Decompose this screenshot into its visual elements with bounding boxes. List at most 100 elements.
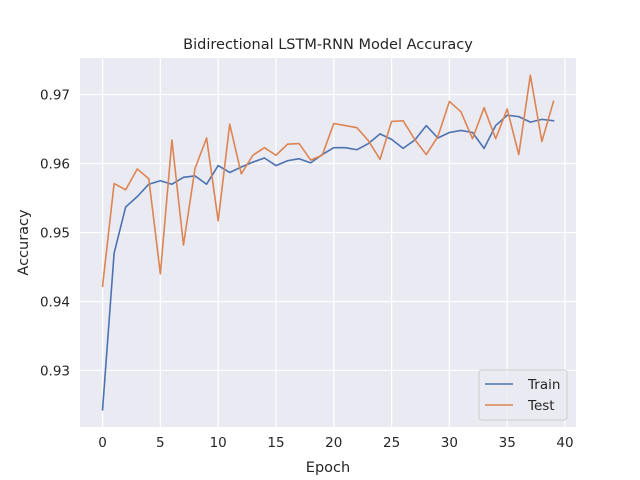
data-point-test [286, 143, 289, 145]
data-point-train [113, 252, 115, 254]
data-point-train [529, 121, 531, 123]
data-point-test [159, 273, 161, 275]
y-tick-label: 0.93 [40, 363, 70, 379]
data-point-test [275, 154, 277, 156]
data-point-test [298, 142, 300, 145]
data-point-train [367, 142, 370, 145]
data-point-train [136, 196, 138, 198]
data-point-test [495, 138, 497, 140]
data-point-train [206, 183, 208, 185]
data-point-test [483, 107, 485, 109]
data-point-train [390, 138, 393, 140]
x-tick-label: 20 [325, 435, 342, 451]
series-line-train [101, 114, 555, 411]
data-point-train [379, 133, 381, 135]
legend: Train Test [478, 369, 568, 421]
data-point-test [333, 122, 335, 125]
y-tick-label: 0.95 [40, 225, 70, 241]
data-point-train [182, 176, 185, 178]
data-point-train [125, 206, 127, 208]
data-point-test [425, 153, 427, 156]
data-point-train [518, 116, 520, 118]
data-point-test [252, 154, 254, 156]
data-point-test [263, 147, 266, 149]
data-point-test [448, 100, 450, 103]
legend-label-test: Test [527, 398, 555, 414]
data-point-test [171, 139, 173, 141]
data-point-test [402, 120, 404, 122]
data-point-test [414, 138, 416, 140]
chart-title: Bidirectional LSTM-RNN Model Accuracy [183, 37, 473, 53]
data-point-test [194, 167, 196, 169]
x-tick-label: 10 [210, 435, 227, 451]
x-tick-label: 40 [556, 435, 573, 451]
y-tick-label: 0.94 [40, 294, 70, 310]
data-point-train [275, 165, 277, 167]
y-tick-label: 0.96 [40, 157, 70, 173]
legend-label-train: Train [527, 377, 560, 393]
data-point-train [495, 124, 497, 127]
data-point-test [471, 138, 474, 140]
data-point-test [148, 178, 150, 180]
x-tick-label: 0 [98, 435, 107, 451]
data-point-test [529, 74, 531, 76]
data-point-test [310, 159, 312, 161]
series-line-test [101, 74, 555, 288]
series-layer [101, 74, 555, 411]
data-point-test [552, 100, 555, 103]
y-tick-label: 0.97 [40, 88, 70, 104]
data-point-train [240, 166, 242, 168]
data-point-train [541, 118, 543, 120]
data-point-train [333, 147, 335, 149]
data-point-test [390, 120, 393, 123]
data-point-train [356, 149, 358, 151]
data-point-test [217, 220, 219, 222]
data-point-test [367, 140, 370, 142]
data-point-train [252, 161, 254, 163]
data-point-train [229, 171, 231, 174]
data-point-test [321, 154, 323, 156]
data-point-train [460, 129, 462, 132]
data-point-test [541, 140, 543, 143]
data-point-test [182, 244, 185, 246]
data-point-train [506, 114, 508, 116]
data-point-test [101, 285, 104, 287]
data-point-test [506, 108, 508, 110]
y-axis-label: Accuracy [16, 209, 32, 276]
data-point-train [402, 147, 404, 149]
data-point-train [425, 124, 427, 127]
data-point-train [217, 165, 219, 167]
x-tick-label: 15 [267, 435, 284, 451]
data-point-test [437, 136, 439, 138]
data-point-test [518, 153, 520, 156]
data-point-train [159, 180, 161, 182]
data-point-test [344, 124, 346, 127]
x-tick-label: 35 [499, 435, 516, 451]
x-tick-label: 5 [156, 435, 165, 451]
legend-box [478, 369, 568, 421]
data-point-test [379, 158, 381, 160]
data-point-train [101, 409, 104, 411]
data-point-test [229, 123, 231, 125]
x-tick-label: 30 [441, 435, 458, 451]
data-point-train [448, 131, 450, 134]
data-point-train [263, 157, 266, 159]
data-point-test [240, 173, 242, 175]
data-point-test [125, 189, 127, 191]
data-point-train [552, 120, 555, 122]
data-point-train [483, 147, 485, 149]
x-tick-label: 25 [383, 435, 400, 451]
data-point-test [206, 137, 208, 139]
data-point-train [298, 158, 300, 160]
data-point-test [356, 127, 358, 129]
data-point-train [344, 147, 346, 149]
data-point-train [286, 160, 289, 162]
data-point-test [460, 111, 462, 113]
data-point-test [136, 168, 138, 170]
data-point-train [310, 162, 312, 164]
data-point-train [471, 131, 474, 134]
data-point-test [113, 182, 115, 185]
tick-labels: 0 5 10 15 20 25 30 35 40 0.93 0.94 0.95 0.96 0.97 [40, 88, 574, 451]
x-axis-label: Epoch [306, 460, 350, 476]
